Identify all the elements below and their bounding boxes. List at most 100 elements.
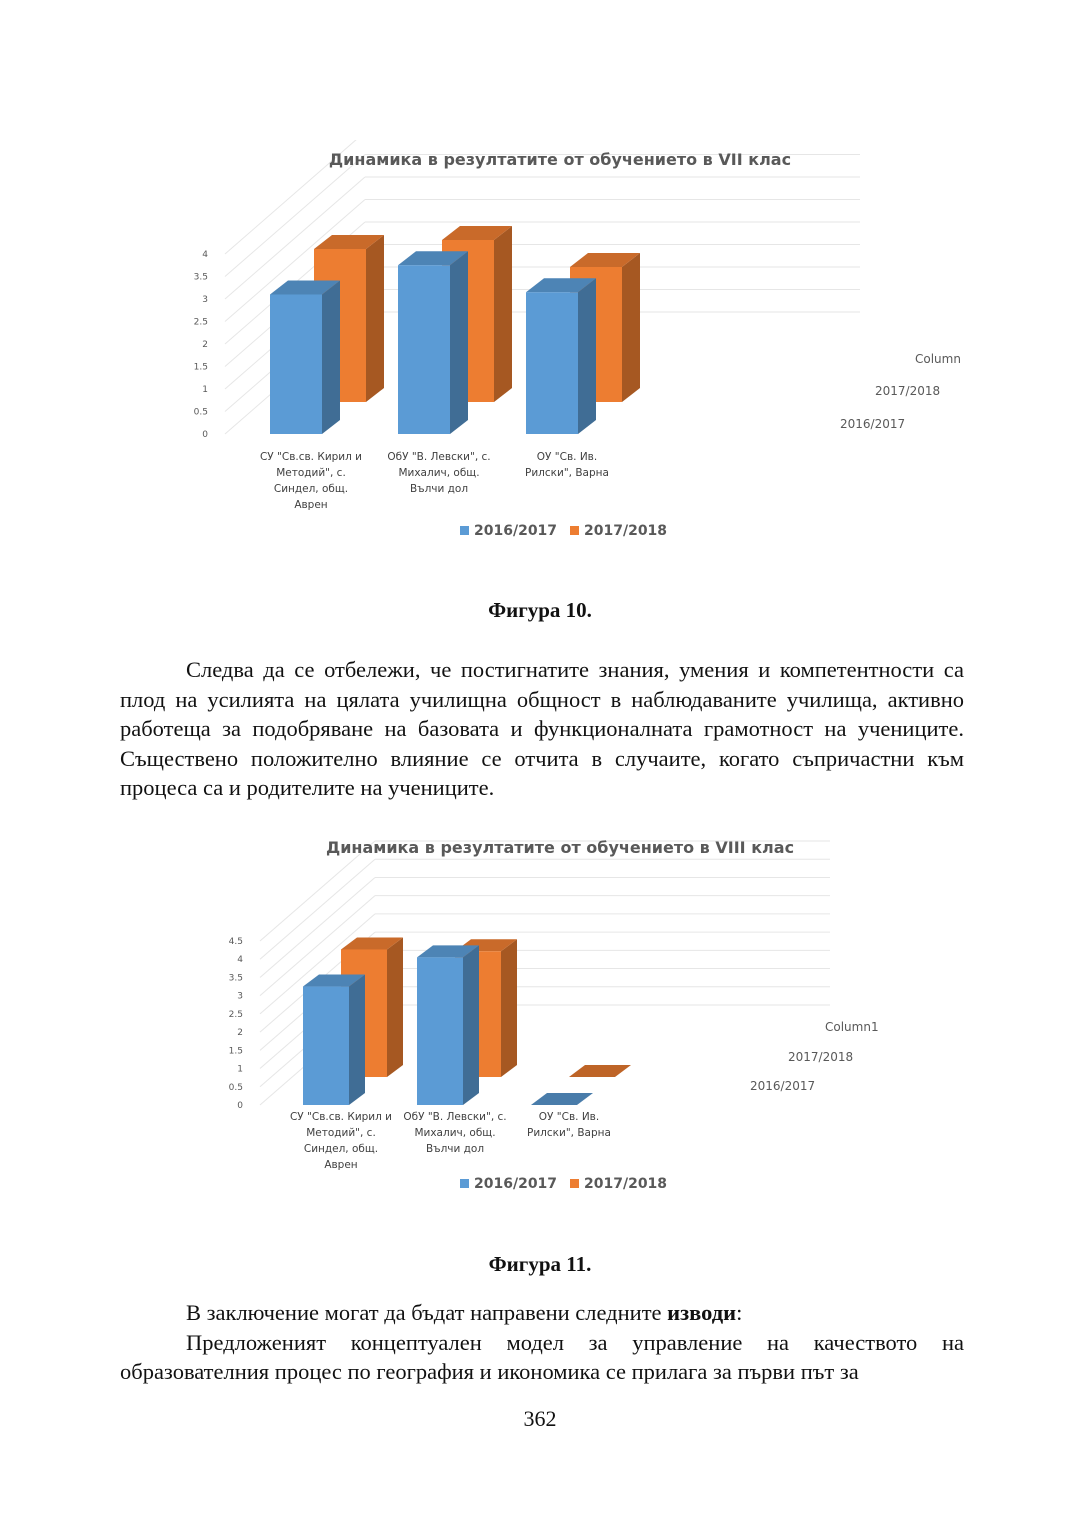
bar-side <box>494 226 512 402</box>
y-tick-label: 0.5 <box>229 1083 243 1093</box>
y-tick-label: 2 <box>237 1028 243 1038</box>
x-tick-label: Вълчи дол <box>426 1143 484 1155</box>
gridline-depth <box>224 140 357 255</box>
legend-label: 2017/2018 <box>584 1176 667 1192</box>
conclusion-line: В заключение могат да бъдат направени сл… <box>120 1298 964 1328</box>
bar-side <box>366 235 384 402</box>
x-tick-label: Аврен <box>324 1159 357 1171</box>
depth-axis-label: 2016/2017 <box>750 1079 815 1093</box>
paragraph-text: Предложеният концептуален модел за управ… <box>120 1329 964 1385</box>
body-paragraph-1: Следва да се отбележи, че постигнатите з… <box>120 655 964 803</box>
x-tick-label: Синдел, общ. <box>274 483 348 495</box>
bar-side <box>322 280 340 434</box>
x-tick-label: СУ "Св.св. Кирил и <box>290 1111 392 1123</box>
y-tick-label: 2.5 <box>194 318 208 328</box>
y-tick-label: 4 <box>237 955 243 965</box>
y-tick-label: 0.5 <box>194 408 208 418</box>
y-tick-label: 1 <box>237 1065 243 1075</box>
bar-side <box>387 937 403 1077</box>
legend-swatch <box>460 526 469 535</box>
x-tick-label: Методий", с. <box>306 1127 376 1139</box>
chart-svg: 0 0.5 1 1.5 2 2.5 3 3.5 4 СУ "Св.св. Кирил и Метод… <box>194 140 960 539</box>
legend-label: 2017/2018 <box>584 523 667 539</box>
legend-swatch <box>460 1179 469 1188</box>
chart-svg: 0 0.5 1 1.5 2 2.5 3 3.5 4 4.5 СУ "Св.св. Кирил и Ме… <box>229 840 879 1192</box>
figure-caption-10: Фигура 10. <box>488 598 592 622</box>
bar-top <box>398 251 468 266</box>
chart-title: Динамика в резултатите от обучението в V… <box>325 838 795 857</box>
bar <box>569 1065 631 1077</box>
x-tick-label: ОбУ "В. Левски", с. <box>387 451 490 463</box>
bar-side <box>578 278 596 434</box>
chart-grade-7: Динамика в резултатите от обучението в V… <box>160 140 960 560</box>
bar-top <box>526 278 596 293</box>
legend-swatch <box>570 526 579 535</box>
bar-side <box>349 974 365 1105</box>
paragraph-text: Следва да се отбележи, че постигнатите з… <box>120 657 964 800</box>
conclusion-colon: : <box>736 1300 743 1325</box>
gridline-depth <box>259 840 376 942</box>
bar-top <box>314 235 384 249</box>
x-tick-label: Михалич, общ. <box>398 467 479 479</box>
gridline-depth <box>224 199 366 322</box>
bar-side <box>450 251 468 434</box>
depth-axis-label: 2016/2017 <box>840 417 905 431</box>
x-tick-label: Аврен <box>294 499 327 511</box>
gridline-depth <box>259 877 376 978</box>
bar-side <box>463 945 479 1105</box>
y-tick-label: 2.5 <box>229 1010 243 1020</box>
legend-label: 2016/2017 <box>474 523 557 539</box>
x-tick-label: Рилски", Варна <box>525 467 609 479</box>
y-tick-label: 1.5 <box>229 1046 243 1056</box>
depth-axis-label: Column1 <box>915 352 960 366</box>
y-tick-label: 4 <box>202 250 208 260</box>
y-tick-label: 1 <box>202 385 208 395</box>
legend-swatch <box>570 1179 579 1188</box>
x-tick-label: СУ "Св.св. Кирил и <box>260 451 362 463</box>
y-tick-label: 0 <box>202 430 208 440</box>
x-tick-label: Методий", с. <box>276 467 346 479</box>
bar-top <box>442 226 512 240</box>
bar <box>526 292 578 434</box>
depth-axis-label: Column1 <box>825 1020 879 1034</box>
bar-top <box>341 937 403 950</box>
bar-side <box>501 939 517 1077</box>
conclusion-bold: изводи <box>667 1300 737 1325</box>
bar-top <box>570 253 640 267</box>
x-tick-label: Вълчи дол <box>410 483 468 495</box>
bar-side <box>622 253 640 402</box>
gridline-depth <box>259 895 376 997</box>
y-tick-label: 1.5 <box>194 363 208 373</box>
gridline-depth <box>224 154 366 277</box>
x-tick-label: Михалич, общ. <box>414 1127 495 1139</box>
x-tick-label: ОУ "Св. Ив. <box>539 1111 599 1123</box>
figure-caption-11: Фигура 11. <box>488 1252 592 1276</box>
x-tick-label: Рилски", Варна <box>527 1127 611 1139</box>
bar <box>531 1093 593 1105</box>
page-number: 362 <box>523 1406 557 1431</box>
bar <box>417 957 463 1105</box>
chart-grade-8: Динамика в резултатите от обучението в V… <box>160 828 960 1208</box>
y-tick-label: 4.5 <box>229 937 243 947</box>
bar-top <box>270 280 340 295</box>
gridline-depth <box>224 176 366 300</box>
y-tick-label: 2 <box>202 340 208 350</box>
bar <box>270 294 322 434</box>
x-tick-label: ОУ "Св. Ив. <box>537 451 597 463</box>
legend-label: 2016/2017 <box>474 1176 557 1192</box>
bar <box>398 265 450 434</box>
x-tick-label: ОбУ "В. Левски", с. <box>403 1111 506 1123</box>
y-tick-label: 3 <box>202 295 208 305</box>
depth-axis-label: 2017/2018 <box>875 384 940 398</box>
chart-title: Динамика в резултатите от обучението в V… <box>328 150 792 169</box>
bar-top <box>417 945 479 958</box>
gridline-depth <box>259 858 376 960</box>
x-tick-label: Синдел, общ. <box>304 1143 378 1155</box>
y-tick-label: 0 <box>237 1101 243 1111</box>
bar-top <box>303 974 365 987</box>
body-paragraph-2: В заключение могат да бъдат направени сл… <box>120 1298 964 1387</box>
gridline-depth <box>259 913 376 1015</box>
y-tick-label: 3.5 <box>229 973 243 983</box>
y-tick-label: 3.5 <box>194 273 208 283</box>
y-tick-label: 3 <box>237 992 243 1002</box>
